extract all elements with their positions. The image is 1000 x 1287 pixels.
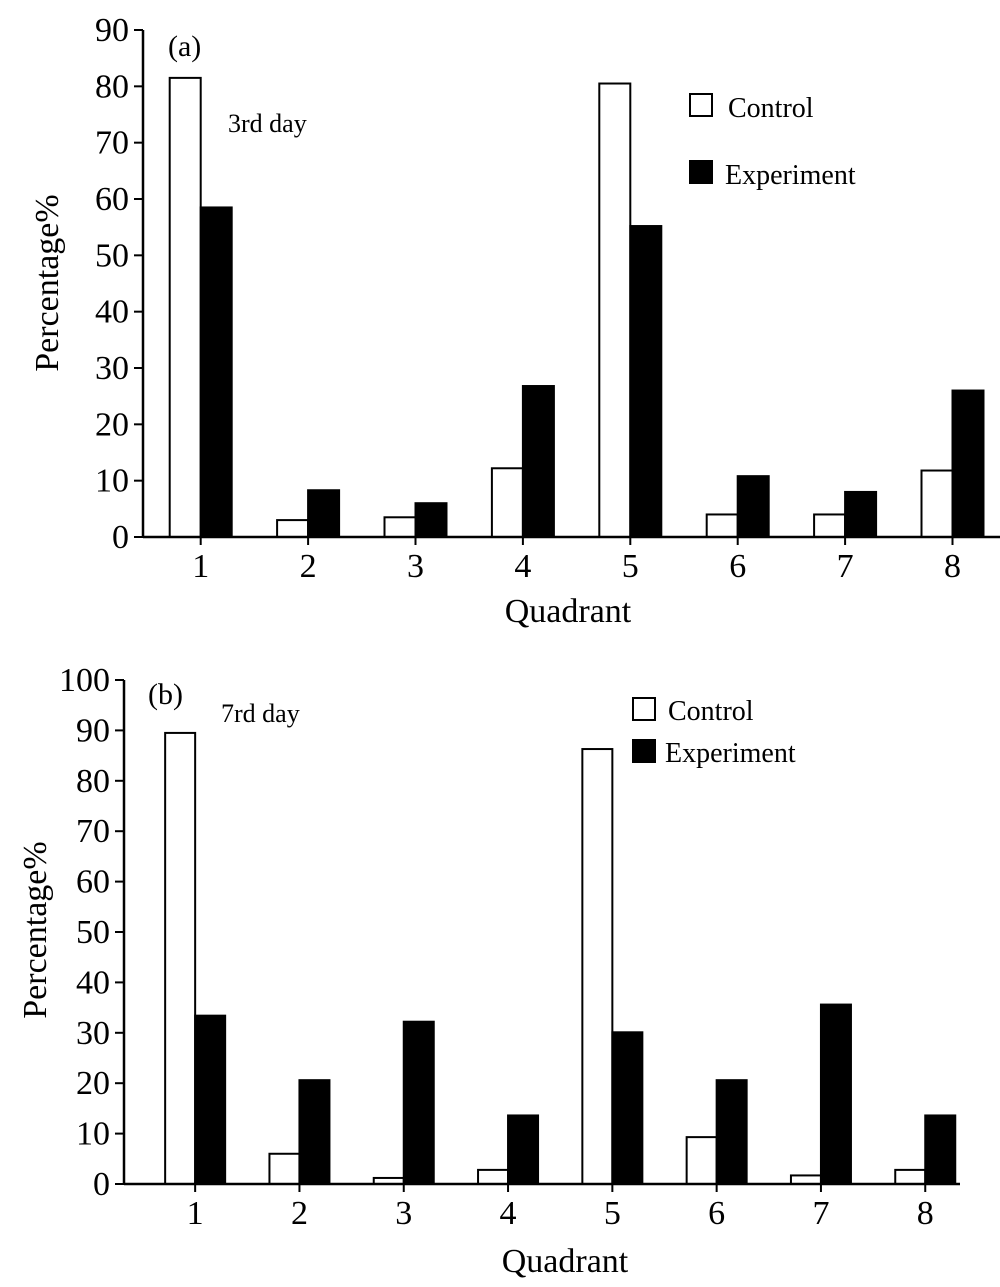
bar-experiment-q7: [819, 1003, 852, 1185]
y-tick-label: 40: [76, 964, 110, 1001]
legend-label-control: Control: [728, 93, 814, 124]
bar-experiment-q6: [736, 475, 770, 539]
panel-label: (b): [148, 678, 183, 711]
y-tick-label: 100: [59, 662, 110, 699]
bar-control-q6: [705, 513, 739, 539]
x-tick-label: 2: [291, 1195, 308, 1232]
bar-experiment-q7: [844, 490, 878, 538]
chart-panel-b: (b) 7rd day Quadrant Percentage% Control…: [17, 662, 960, 1280]
legend-swatch-control: [632, 697, 656, 721]
bar-control-q8: [894, 1168, 927, 1185]
x-tick-label: 4: [500, 1195, 517, 1232]
x-tick-label: 5: [604, 1195, 621, 1232]
bar-experiment-q4: [521, 385, 555, 538]
bar-control-q5: [598, 82, 632, 539]
bar-experiment-q5: [629, 225, 663, 538]
bar-control-q7: [813, 513, 847, 539]
x-tick-label: 8: [917, 1195, 934, 1232]
y-tick-label: 90: [76, 712, 110, 749]
x-axis-title: Quadrant: [502, 1243, 629, 1280]
legend-swatch-experiment: [689, 160, 713, 184]
y-tick-label: 80: [76, 763, 110, 800]
legend: Control Experiment: [632, 696, 796, 769]
y-tick-label: 90: [95, 12, 129, 49]
bar-experiment-q8: [924, 1114, 957, 1186]
x-tick-label: 5: [622, 548, 639, 585]
panel-label: (a): [168, 30, 201, 63]
y-tick-label: 30: [95, 350, 129, 387]
legend-swatch-experiment: [632, 739, 656, 763]
y-axis-title: Percentage%: [17, 841, 54, 1018]
bar-experiment-q3: [402, 1020, 435, 1185]
bar-control-q4: [477, 1168, 510, 1185]
x-tick-label: 3: [395, 1195, 412, 1232]
y-tick-label: 30: [76, 1015, 110, 1052]
chart-panel-a: (a) 3rd day Quadrant Percentage% Control…: [29, 12, 1000, 630]
bar-experiment-q2: [307, 489, 341, 539]
bar-control-q8: [920, 469, 954, 539]
y-tick-label: 60: [76, 864, 110, 901]
bar-control-q2: [268, 1152, 301, 1186]
legend: Control Experiment: [689, 93, 856, 191]
bar-control-q1: [164, 731, 197, 1185]
x-tick-label: 4: [514, 548, 531, 585]
bar-experiment-q2: [298, 1079, 331, 1186]
bar-control-q1: [168, 76, 202, 538]
x-tick-label: 2: [300, 548, 317, 585]
x-tick-label: 7: [837, 548, 854, 585]
y-tick-label: 10: [95, 463, 129, 500]
x-axis-title: Quadrant: [505, 593, 632, 630]
legend-label-experiment: Experiment: [725, 160, 856, 191]
y-tick-label: 70: [95, 125, 129, 162]
y-tick-label: 50: [76, 914, 110, 951]
bar-control-q5: [581, 748, 614, 1185]
chart-annotation: 7rd day: [221, 699, 300, 728]
y-tick-label: 20: [76, 1065, 110, 1102]
x-tick-label: 1: [187, 1195, 204, 1232]
bar-control-q2: [276, 519, 310, 538]
x-tick-label: 8: [944, 548, 961, 585]
chart-annotation: 3rd day: [228, 109, 307, 138]
y-tick-label: 40: [95, 294, 129, 331]
bar-experiment-q4: [507, 1114, 540, 1186]
legend-swatch-control: [689, 93, 713, 117]
y-tick-label: 50: [95, 237, 129, 274]
x-tick-label: 7: [812, 1195, 829, 1232]
bar-experiment-q6: [715, 1079, 748, 1186]
bar-experiment-q1: [194, 1014, 227, 1185]
y-tick-label: 80: [95, 68, 129, 105]
legend-label-control: Control: [668, 696, 754, 727]
bar-control-q6: [685, 1136, 718, 1186]
x-tick-label: 6: [729, 548, 746, 585]
y-tick-label: 60: [95, 181, 129, 218]
y-tick-label: 20: [95, 406, 129, 443]
bar-experiment-q1: [199, 206, 233, 538]
bar-experiment-q3: [414, 502, 448, 539]
bar-control-q3: [383, 516, 417, 538]
y-axis-title: Percentage%: [29, 194, 66, 371]
x-tick-label: 6: [708, 1195, 725, 1232]
y-tick-label: 70: [76, 813, 110, 850]
x-tick-label: 3: [407, 548, 424, 585]
bar-experiment-q8: [951, 389, 985, 538]
bar-control-q4: [490, 467, 524, 539]
bar-control-q7: [789, 1174, 822, 1186]
x-tick-label: 1: [192, 548, 209, 585]
y-tick-label: 0: [93, 1166, 110, 1203]
legend-label-experiment: Experiment: [665, 738, 796, 769]
y-tick-label: 0: [112, 519, 129, 556]
bar-experiment-q5: [611, 1031, 644, 1186]
y-tick-label: 10: [76, 1116, 110, 1153]
